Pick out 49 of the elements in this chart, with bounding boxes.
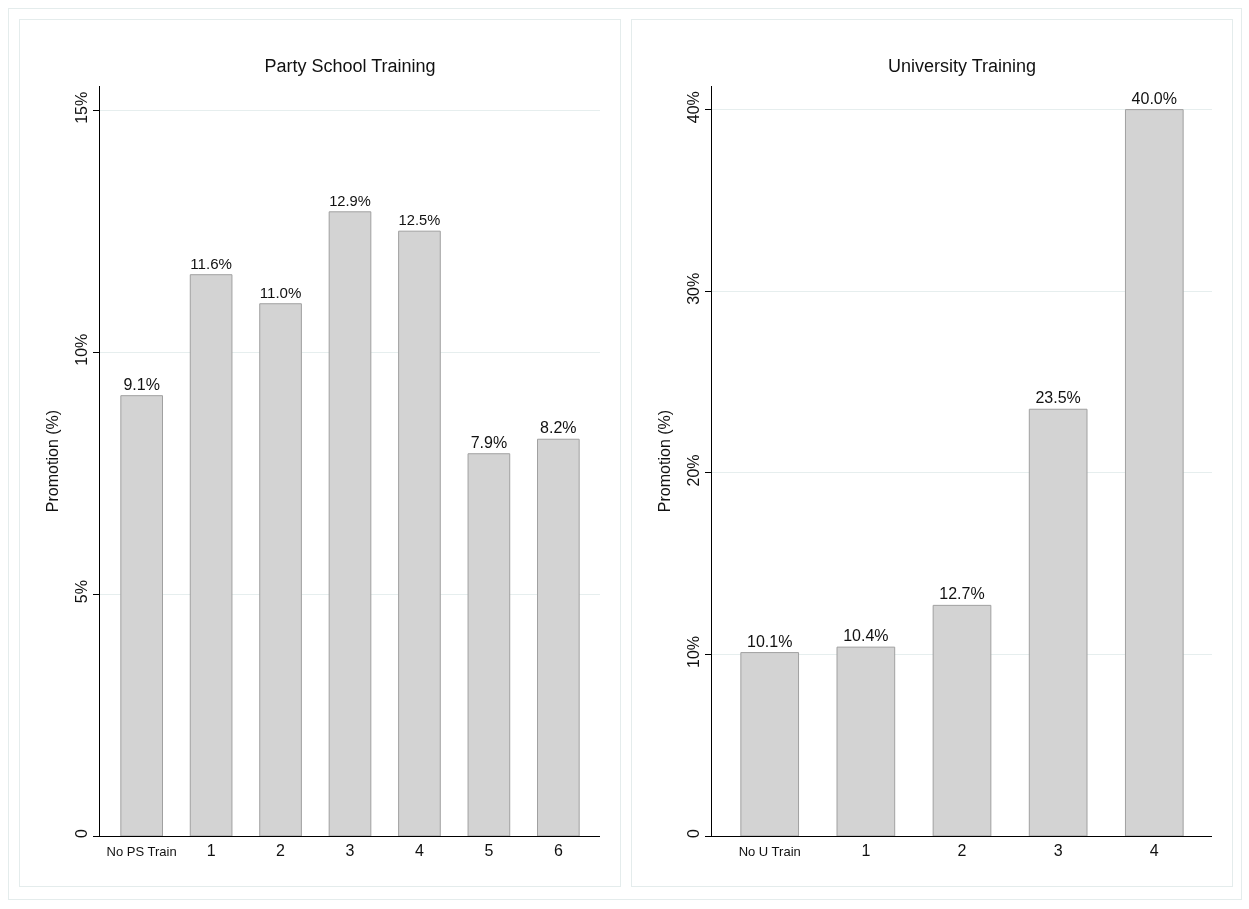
x-tick-label: 1: [861, 842, 871, 860]
x-tick-label: 4: [414, 842, 424, 860]
bar: [259, 303, 302, 836]
chart-title: Party School Training: [264, 55, 436, 76]
bar: [836, 646, 896, 836]
y-tick-label: 5%: [72, 580, 90, 604]
chart-title: University Training: [887, 55, 1037, 76]
x-tick-label: 2: [957, 842, 967, 860]
y-tick-label: 10%: [72, 333, 90, 366]
data-label: 8.2%: [540, 419, 577, 437]
y-axis-title: Promotion (%): [656, 409, 673, 513]
x-tick-label: No U Train: [738, 844, 801, 860]
bar: [1028, 408, 1088, 836]
data-label: 12.7%: [939, 585, 985, 603]
data-label: 12.9%: [329, 193, 371, 210]
y-tick-label: 0: [684, 829, 702, 839]
data-label: 12.5%: [398, 212, 441, 229]
bar: [537, 438, 580, 836]
bar: [398, 230, 441, 836]
data-label: 23.5%: [1035, 389, 1081, 407]
y-tick-label: 40%: [684, 91, 702, 124]
bar: [120, 395, 163, 836]
bar: [1124, 109, 1184, 836]
data-label: 40.0%: [1131, 89, 1177, 107]
bar: [328, 211, 372, 836]
data-label: 10.4%: [843, 627, 889, 645]
y-tick-label: 30%: [684, 272, 702, 305]
bar: [740, 652, 800, 836]
data-label: 11.6%: [190, 254, 232, 272]
data-label: 11.0%: [259, 283, 302, 301]
x-tick-label: 5: [484, 842, 494, 860]
x-tick-label: 1: [206, 842, 216, 860]
y-axis-title: Promotion (%): [44, 409, 61, 513]
y-tick-label: 10%: [684, 635, 702, 669]
x-tick-label: 3: [1053, 842, 1063, 860]
x-tick-label: 3: [345, 842, 355, 860]
bar: [467, 453, 511, 836]
data-label: 10.1%: [747, 632, 793, 650]
x-tick-label: No PS Train: [106, 844, 177, 860]
data-label: 9.1%: [123, 375, 160, 393]
y-tick-label: 15%: [72, 91, 90, 124]
y-tick-label: 0: [72, 829, 90, 839]
y-tick-label: 20%: [684, 454, 702, 487]
bar: [189, 274, 233, 836]
x-tick-label: 6: [553, 842, 563, 860]
x-tick-label: 2: [276, 842, 286, 860]
data-label: 7.9%: [470, 433, 508, 451]
x-tick-label: 4: [1149, 842, 1159, 860]
bar: [932, 604, 992, 836]
